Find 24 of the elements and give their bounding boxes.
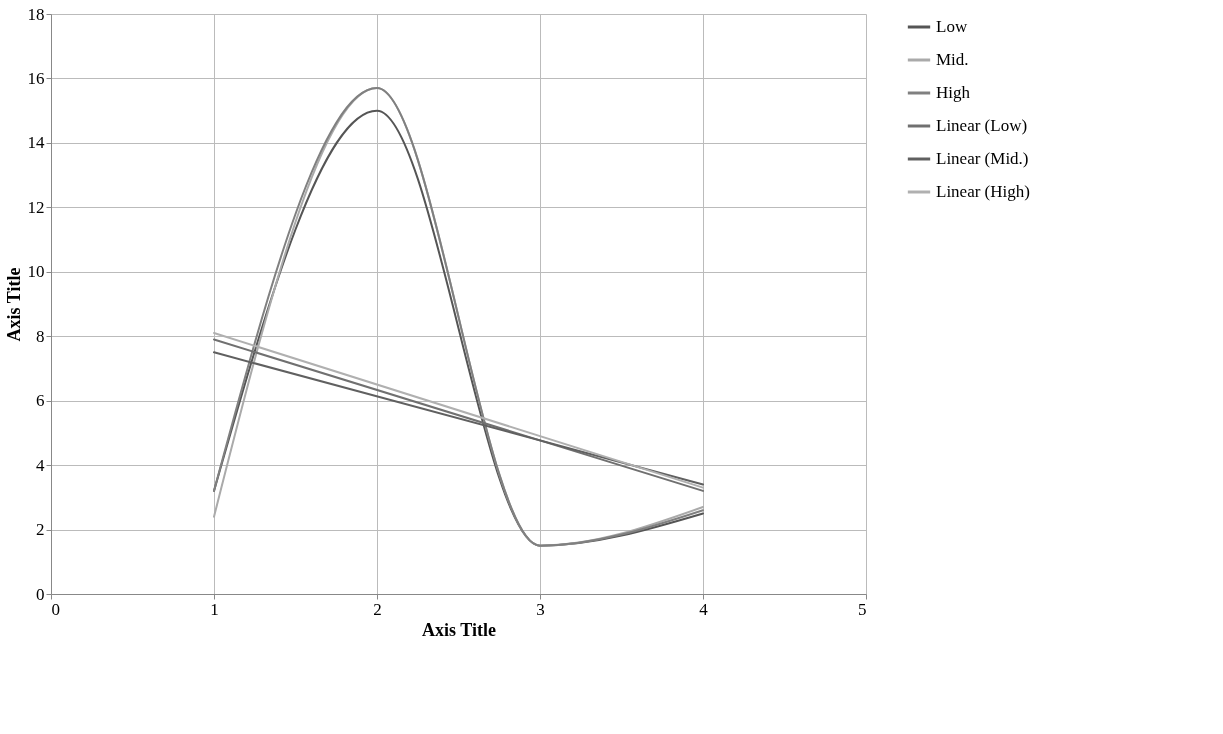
y-tick-label: 0 [36,584,45,604]
x-axis-title: Axis Title [422,619,496,640]
y-tick-label: 6 [36,391,45,411]
x-tick-label: 5 [858,599,867,619]
y-tick-label: 2 [36,520,45,540]
x-tick-label: 0 [51,599,60,619]
y-tick-label: 12 [27,197,45,217]
y-tick-label: 16 [27,68,45,88]
x-tick-label: 1 [210,599,219,619]
y-tick-label: 14 [27,133,45,153]
x-tick-label: 4 [699,599,709,619]
y-axis-title: Axis Title [3,267,24,342]
y-tick-label: 8 [36,326,45,346]
x-tick-label: 3 [536,599,545,619]
legend-label: High [936,83,971,102]
legend-label: Linear (Mid.) [936,149,1029,168]
y-tick-label: 18 [27,4,45,24]
legend-label: Low [936,17,968,36]
y-tick-label: 10 [27,262,45,282]
legend-label: Linear (Low) [936,116,1028,135]
y-tick-label: 4 [36,455,45,475]
legend-label: Linear (High) [936,182,1030,201]
legend-label: Mid. [936,50,969,69]
x-tick-label: 2 [373,599,382,619]
